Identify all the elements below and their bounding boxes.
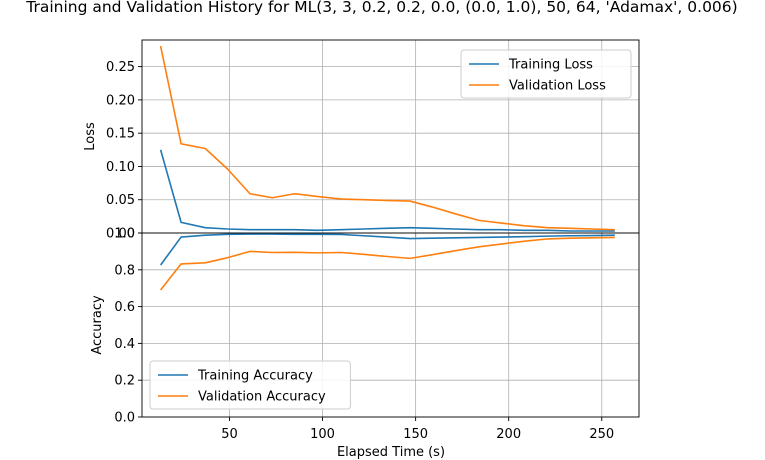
y-tick-label: 0.15	[106, 127, 135, 142]
series-line-training-accuracy	[159, 233, 615, 266]
y-tick-label: 0.0	[114, 411, 135, 426]
legend-entry: Training Accuracy	[197, 369, 313, 384]
y-tick-label: 0.2	[114, 374, 135, 389]
chart-title: Training and Validation History for ML(3…	[25, 0, 737, 16]
x-axis-label: Elapsed Time (s)	[337, 445, 445, 460]
legend-loss: Training Loss Validation Loss	[460, 49, 632, 99]
loss-panel: 0.00 0.05 0.10 0.15 0.20 0.25 Loss Training Los…	[83, 39, 640, 242]
x-tick-label: 250	[589, 427, 614, 442]
y-tick-label: 0.25	[106, 60, 135, 75]
y-tick-label: 1.0	[114, 227, 135, 242]
legend-box	[149, 360, 351, 410]
series-line-validation-loss	[159, 45, 615, 231]
y-axis-label: Accuracy	[90, 295, 105, 355]
series-line-training-loss	[159, 149, 615, 232]
y-tick-label: 0.8	[114, 263, 135, 278]
series-line-validation-accuracy	[159, 236, 615, 291]
x-tick-label: 200	[496, 427, 521, 442]
y-tick-label: 0.6	[114, 300, 135, 315]
legend-entry: Training Loss	[508, 58, 593, 73]
legend-box	[460, 49, 632, 99]
legend-entry: Validation Accuracy	[198, 390, 326, 405]
y-tick-label: 0.00	[106, 227, 135, 242]
x-tick-label: 50	[221, 427, 238, 442]
y-tick-label: 0.20	[106, 93, 135, 108]
legend-entry: Validation Loss	[509, 79, 606, 94]
accuracy-panel: 0.0 0.2 0.4 0.6 0.8 1.0 50 100 150 200 250 Accuracy…	[90, 227, 640, 442]
y-tick-label: 0.05	[106, 193, 135, 208]
y-tick-label: 0.10	[106, 160, 135, 175]
legend-accuracy: Training Accuracy Validation Accuracy	[149, 360, 351, 410]
y-tick-label: 0.4	[114, 337, 135, 352]
x-tick-label: 100	[310, 427, 335, 442]
plot-frame	[141, 232, 640, 418]
y-axis-label: Loss	[83, 122, 98, 151]
x-tick-label: 150	[403, 427, 428, 442]
